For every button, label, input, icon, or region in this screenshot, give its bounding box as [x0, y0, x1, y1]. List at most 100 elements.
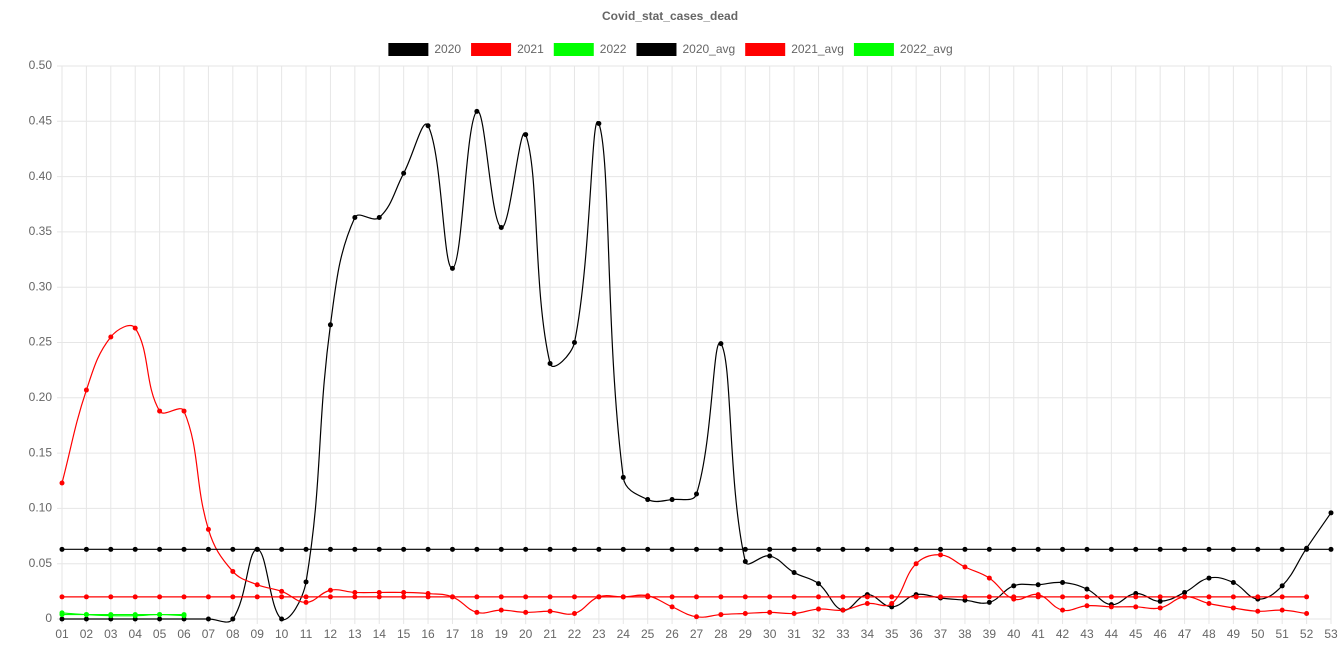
legend-swatch[interactable] [471, 43, 512, 56]
data-point [1230, 580, 1236, 586]
x-tick-label: 06 [177, 627, 191, 641]
x-tick-label: 30 [763, 627, 777, 641]
data-point [498, 594, 504, 600]
data-point [571, 546, 577, 552]
data-point [742, 610, 748, 616]
data-point [181, 408, 187, 414]
data-point [59, 480, 65, 486]
x-tick-label: 22 [568, 627, 582, 641]
x-tick-label: 20 [519, 627, 533, 641]
data-point [205, 546, 211, 552]
data-point [596, 594, 602, 600]
data-point [498, 224, 504, 230]
x-tick-label: 52 [1300, 627, 1314, 641]
data-point [376, 594, 382, 600]
data-point [1011, 594, 1017, 600]
data-point [303, 546, 309, 552]
data-point [913, 561, 919, 567]
y-tick-label: 0 [45, 611, 52, 625]
data-point [279, 616, 285, 622]
data-point [742, 594, 748, 600]
y-tick-label: 0.45 [29, 113, 53, 127]
data-point [840, 594, 846, 600]
data-point [1304, 594, 1310, 600]
data-point [669, 594, 675, 600]
data-point [205, 594, 211, 600]
data-point [474, 594, 480, 600]
data-point [718, 594, 724, 600]
data-point [449, 594, 455, 600]
x-tick-label: 17 [446, 627, 460, 641]
data-point [767, 546, 773, 552]
data-point [523, 132, 529, 138]
data-point [694, 491, 699, 497]
data-point [1304, 546, 1310, 552]
data-point [352, 546, 358, 552]
data-point [327, 594, 333, 600]
y-tick-label: 0.05 [29, 556, 53, 570]
data-point [694, 594, 699, 600]
legend-swatch[interactable] [388, 43, 429, 56]
x-tick-label: 16 [421, 627, 435, 641]
x-tick-label: 38 [958, 627, 972, 641]
data-point [1108, 594, 1114, 600]
data-point [864, 594, 870, 600]
data-point [279, 546, 285, 552]
data-point [1157, 546, 1163, 552]
data-point [1279, 546, 1285, 552]
legend-swatch[interactable] [553, 43, 594, 56]
legend-swatch[interactable] [745, 43, 786, 56]
data-point [1255, 608, 1261, 614]
data-point [1084, 546, 1090, 552]
x-tick-label: 28 [714, 627, 728, 641]
data-point [718, 546, 724, 552]
y-tick-label: 0.40 [29, 169, 53, 183]
legend-label[interactable]: 2020 [434, 42, 461, 56]
data-point [449, 265, 455, 271]
data-point [840, 607, 846, 613]
data-point [669, 497, 675, 503]
legend-label[interactable]: 2020_avg [682, 42, 735, 56]
data-point [938, 552, 944, 558]
data-point [205, 526, 211, 532]
data-point [718, 612, 724, 618]
data-point [523, 546, 529, 552]
data-point [1230, 594, 1236, 600]
data-point [547, 608, 553, 614]
data-point [498, 546, 504, 552]
data-point [303, 579, 309, 585]
data-point [1157, 598, 1163, 604]
data-point [230, 546, 236, 552]
y-tick-label: 0.50 [29, 58, 53, 72]
data-point [742, 558, 748, 564]
data-point [767, 594, 773, 600]
data-point [596, 121, 602, 127]
data-point [523, 609, 529, 615]
data-point [59, 594, 65, 600]
legend-label[interactable]: 2021 [517, 42, 544, 56]
data-point [1011, 583, 1017, 589]
legend-label[interactable]: 2022_avg [900, 42, 953, 56]
data-point [1206, 601, 1212, 607]
x-tick-label: 51 [1276, 627, 1290, 641]
data-point [254, 546, 260, 552]
data-point [157, 546, 163, 552]
data-point [1133, 594, 1139, 600]
legend-label[interactable]: 2022 [600, 42, 627, 56]
data-point [571, 340, 577, 345]
y-tick-label: 0.30 [29, 279, 53, 293]
data-point [132, 594, 138, 600]
data-point [1279, 583, 1285, 589]
data-point [449, 546, 455, 552]
data-point [1328, 510, 1334, 516]
data-point [376, 546, 382, 552]
data-point [938, 594, 944, 600]
data-point [230, 594, 236, 600]
data-point [1108, 604, 1114, 610]
legend-label[interactable]: 2021_avg [791, 42, 844, 56]
legend-swatch[interactable] [853, 43, 894, 56]
legend-swatch[interactable] [636, 43, 677, 56]
data-point [352, 594, 358, 600]
